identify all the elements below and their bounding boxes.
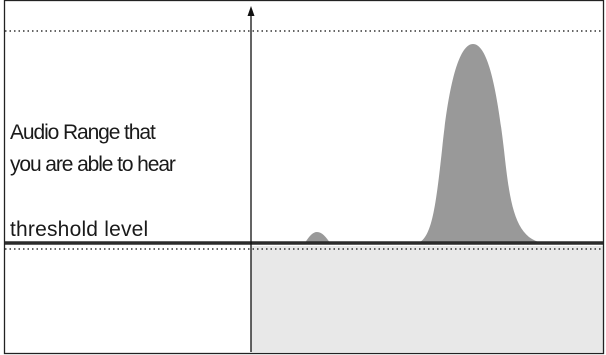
axis-arrow-icon xyxy=(247,6,255,16)
below-threshold-region xyxy=(251,246,603,352)
large-peak xyxy=(418,44,543,243)
diagram-frame xyxy=(3,0,605,355)
small-peak xyxy=(305,232,330,243)
audio-range-label-line-1: Audio Range that xyxy=(10,121,156,144)
audio-range-label-line-2: you are able to hear xyxy=(10,153,176,176)
threshold-level-label: threshold level xyxy=(10,218,149,241)
